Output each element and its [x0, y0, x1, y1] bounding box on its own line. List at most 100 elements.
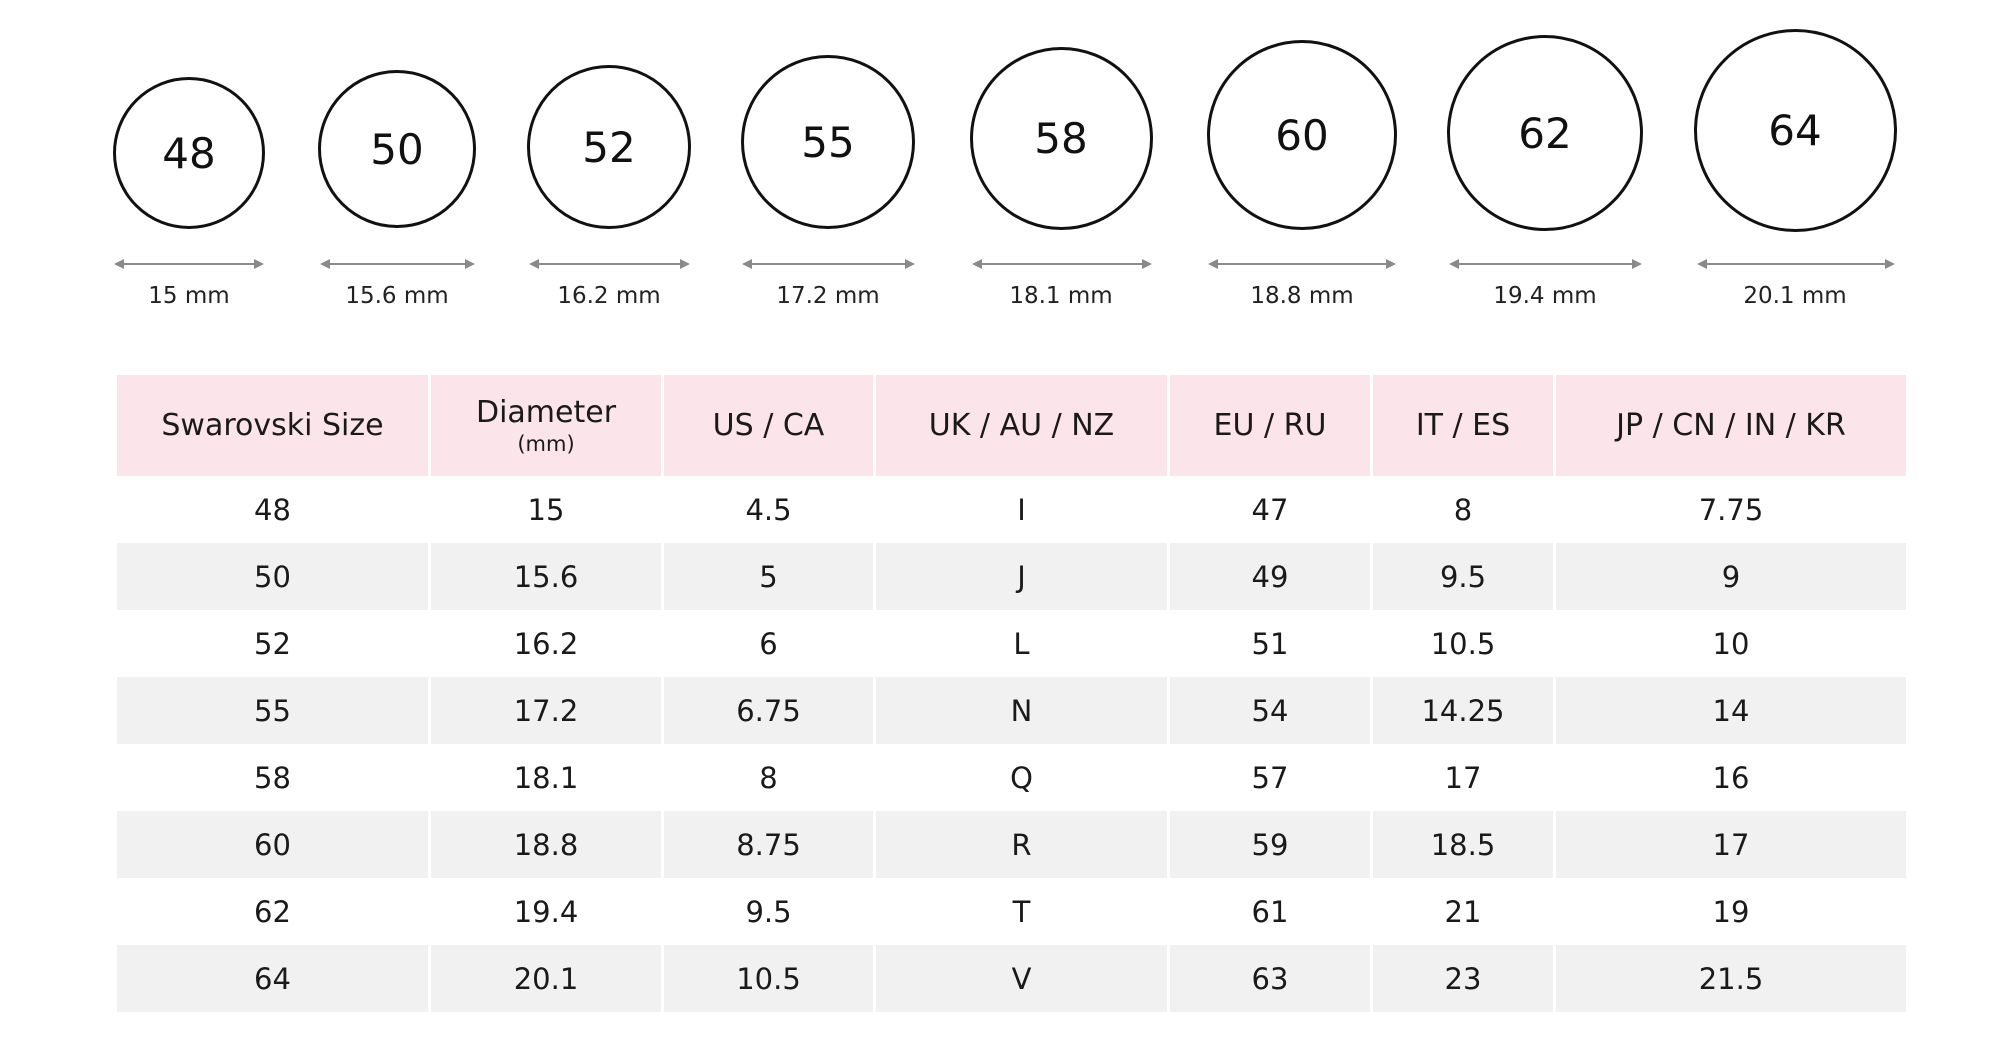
table-cell: J [876, 543, 1167, 610]
table-cell: 57 [1170, 744, 1370, 811]
table-cell: 18.5 [1373, 811, 1553, 878]
table-cell: 23 [1373, 945, 1553, 1012]
diameter-arrow-icon [114, 257, 264, 271]
ring-size-label: 62 [1518, 108, 1572, 158]
table-cell: 47 [1170, 476, 1370, 543]
table-cell: I [876, 476, 1167, 543]
column-header: Swarovski Size [117, 375, 428, 476]
column-header: Diameter (mm) [431, 375, 661, 476]
table-body: 48 15 4.5 I 47 8 7.75 50 15.6 5 J 49 9.5 9 52 16.2 6 L 51 1… [117, 476, 1906, 1012]
table-cell: 62 [117, 878, 428, 945]
table-cell: 6.75 [664, 677, 873, 744]
diameter-arrow-icon [529, 257, 690, 271]
ring-circle-52: 52 [527, 65, 691, 229]
table-cell: 64 [117, 945, 428, 1012]
table-cell: 21 [1373, 878, 1553, 945]
table-cell: 61 [1170, 878, 1370, 945]
table-cell: 8 [1373, 476, 1553, 543]
diameter-arrow-icon [1208, 257, 1396, 271]
column-header-label: IT / ES [1415, 408, 1511, 443]
table-cell: 16.2 [431, 610, 661, 677]
table-cell: 10.5 [664, 945, 873, 1012]
column-header-label: JP / CN / IN / KR [1616, 408, 1846, 443]
diameter-arrow-icon [972, 257, 1152, 271]
table-cell: 48 [117, 476, 428, 543]
diameter-mm-label: 19.4 mm [1493, 283, 1597, 309]
table-cell: 9.5 [664, 878, 873, 945]
column-header-label: EU / RU [1213, 408, 1327, 443]
column-header-label: Swarovski Size [161, 408, 384, 443]
diameter-mm-label: 18.8 mm [1250, 283, 1354, 309]
column-header-label: UK / AU / NZ [928, 408, 1115, 443]
ring-circle-58: 58 [969, 46, 1153, 230]
ring-circle-64: 64 [1693, 28, 1897, 232]
table-cell: 50 [117, 543, 428, 610]
table-cell: 58 [117, 744, 428, 811]
table-cell: 7.75 [1556, 476, 1906, 543]
table-row: 58 18.1 8 Q 57 17 16 [117, 744, 1906, 811]
diameter-arrow-icon [1697, 257, 1895, 271]
column-header: UK / AU / NZ [876, 375, 1167, 476]
table-cell: 63 [1170, 945, 1370, 1012]
ring-size-label: 55 [801, 117, 855, 167]
table-row: 55 17.2 6.75 N 54 14.25 14 [117, 677, 1906, 744]
diameter-mm-label: 15 mm [148, 283, 230, 309]
diameter-mm-label: 16.2 mm [557, 283, 661, 309]
table-cell: L [876, 610, 1167, 677]
table-cell: 4.5 [664, 476, 873, 543]
table-cell: 21.5 [1556, 945, 1906, 1012]
diameter-mm-label: 15.6 mm [345, 283, 449, 309]
table-cell: 51 [1170, 610, 1370, 677]
column-header-unit: (mm) [517, 432, 575, 456]
table-cell: 18.8 [431, 811, 661, 878]
table-cell: V [876, 945, 1167, 1012]
ring-size-label: 60 [1275, 110, 1329, 160]
table-cell: 17 [1556, 811, 1906, 878]
diameter-mm-label: 18.1 mm [1009, 283, 1113, 309]
table-cell: 18.1 [431, 744, 661, 811]
table-cell: T [876, 878, 1167, 945]
ring-size-label: 48 [162, 128, 216, 178]
table-cell: 10 [1556, 610, 1906, 677]
table-cell: 14 [1556, 677, 1906, 744]
diameter-mm-label: 17.2 mm [776, 283, 880, 309]
diameter-arrow-icon [742, 257, 915, 271]
ring-circle-60: 60 [1207, 40, 1397, 230]
column-header: US / CA [664, 375, 873, 476]
ring-circle-62: 62 [1447, 35, 1643, 231]
table-cell: 59 [1170, 811, 1370, 878]
table-cell: 60 [117, 811, 428, 878]
ring-circle-55: 55 [741, 55, 915, 229]
table-row: 52 16.2 6 L 51 10.5 10 [117, 610, 1906, 677]
table-cell: 9 [1556, 543, 1906, 610]
table-cell: 52 [117, 610, 428, 677]
column-header-label: US / CA [712, 408, 825, 443]
size-conversion-table: Swarovski Size Diameter (mm) US / CA UK / AU… [114, 375, 1909, 1012]
table-cell: R [876, 811, 1167, 878]
table-row: 60 18.8 8.75 R 59 18.5 17 [117, 811, 1906, 878]
table-cell: 55 [117, 677, 428, 744]
table-header-row: Swarovski Size Diameter (mm) US / CA UK / AU… [117, 375, 1906, 476]
ring-size-label: 50 [370, 124, 424, 174]
table-cell: 49 [1170, 543, 1370, 610]
diameter-arrow-icon [1449, 257, 1642, 271]
column-header: EU / RU [1170, 375, 1370, 476]
table-cell: 19.4 [431, 878, 661, 945]
column-header-label: Diameter [475, 395, 617, 430]
table-cell: 9.5 [1373, 543, 1553, 610]
diameter-mm-label: 20.1 mm [1743, 283, 1847, 309]
column-header: JP / CN / IN / KR [1556, 375, 1906, 476]
ring-size-label: 58 [1034, 113, 1088, 163]
table-cell: 10.5 [1373, 610, 1553, 677]
table-row: 50 15.6 5 J 49 9.5 9 [117, 543, 1906, 610]
diameter-arrow-icon [320, 257, 475, 271]
ring-circle-48: 48 [113, 77, 265, 229]
table-cell: 8.75 [664, 811, 873, 878]
table-cell: 15 [431, 476, 661, 543]
table-cell: 5 [664, 543, 873, 610]
table-cell: 17 [1373, 744, 1553, 811]
table-cell: 6 [664, 610, 873, 677]
column-header: IT / ES [1373, 375, 1553, 476]
table-cell: Q [876, 744, 1167, 811]
